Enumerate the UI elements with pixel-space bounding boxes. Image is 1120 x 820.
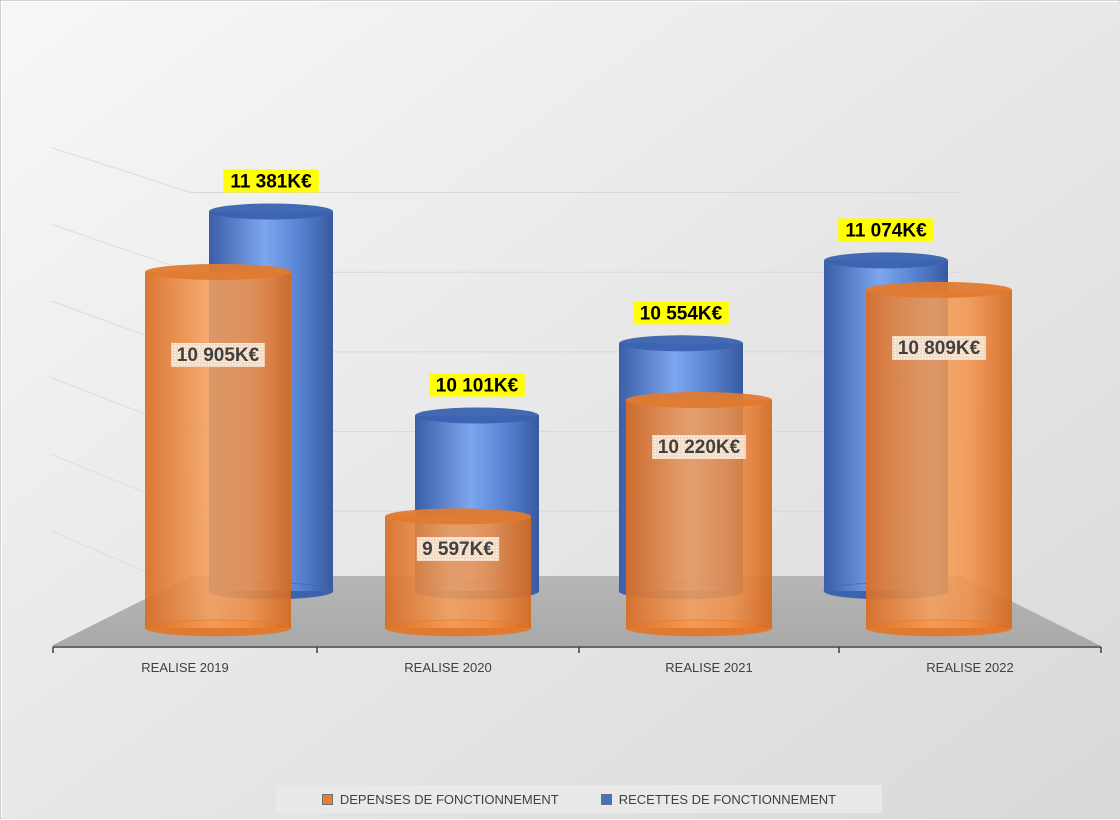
- data-label-depenses-4: 10 809K€: [898, 338, 981, 359]
- data-label-recettes-1: 11 381K€: [230, 171, 312, 192]
- data-label-bg-depenses-1: [171, 343, 265, 367]
- data-label-recettes-4: 11 074K€: [845, 220, 927, 241]
- category-label-2: REALISE 2020: [404, 660, 491, 675]
- data-label-recettes-3: 10 554K€: [640, 303, 723, 324]
- bar-depenses-2-body: [385, 516, 531, 628]
- data-label-bg-depenses-2: [416, 537, 500, 561]
- bar-depenses-4-top: [866, 281, 1012, 298]
- data-label-bg-depenses-3: [652, 435, 746, 459]
- bar-depenses-4-base-edge: [865, 619, 1013, 637]
- bar-depenses-3-top: [626, 391, 772, 408]
- data-label-depenses-3: 10 220K€: [658, 437, 741, 458]
- bar-recettes-2-top: [415, 407, 539, 424]
- category-label-3: REALISE 2021: [665, 660, 752, 675]
- data-label-bg-recettes-1: [223, 169, 319, 193]
- bar-depenses-3-body: [626, 399, 772, 628]
- bar-depenses-4: [865, 281, 1013, 637]
- bar-recettes-3-top: [619, 335, 743, 352]
- data-label-bg-recettes-4: [838, 218, 934, 242]
- data-label-bg-depenses-4: [892, 336, 986, 360]
- bar-depenses-2-base-edge: [384, 619, 532, 637]
- legend-label-depenses: DEPENSES DE FONCTIONNEMENT: [339, 791, 559, 807]
- bar-depenses-1-body: [145, 271, 291, 628]
- legend-swatch-depenses: [321, 793, 333, 805]
- data-label-depenses-2: 9 597K€: [422, 539, 494, 560]
- bar-depenses-1-top: [145, 263, 291, 280]
- category-label-1: REALISE 2019: [141, 660, 228, 675]
- category-label-4: REALISE 2022: [926, 660, 1013, 675]
- legend: DEPENSES DE FONCTIONNEMENT RECETTES DE F…: [276, 785, 882, 813]
- data-label-recettes-2: 10 101K€: [436, 376, 519, 397]
- bar-depenses-1-base-edge: [144, 619, 292, 637]
- data-label-depenses-1: 10 905K€: [177, 345, 260, 366]
- legend-item-depenses: DEPENSES DE FONCTIONNEMENT: [321, 791, 559, 807]
- bar-depenses-3: [625, 391, 773, 637]
- gridline-side: [50, 223, 192, 273]
- data-label-bg-recettes-3: [633, 301, 729, 325]
- bar-depenses-2: [384, 508, 532, 637]
- bar-recettes-4-top: [824, 252, 948, 269]
- bar-depenses-2-top: [385, 508, 531, 525]
- gridline-side: [50, 147, 192, 193]
- legend-item-recettes: RECETTES DE FONCTIONNEMENT: [600, 791, 837, 807]
- bar-depenses-1: [144, 263, 292, 637]
- bar-recettes-1-top: [209, 203, 333, 220]
- legend-swatch-recettes: [600, 793, 612, 805]
- legend-label-recettes: RECETTES DE FONCTIONNEMENT: [618, 791, 837, 807]
- data-label-bg-recettes-2: [429, 373, 525, 397]
- bar-depenses-3-base-edge: [625, 619, 773, 637]
